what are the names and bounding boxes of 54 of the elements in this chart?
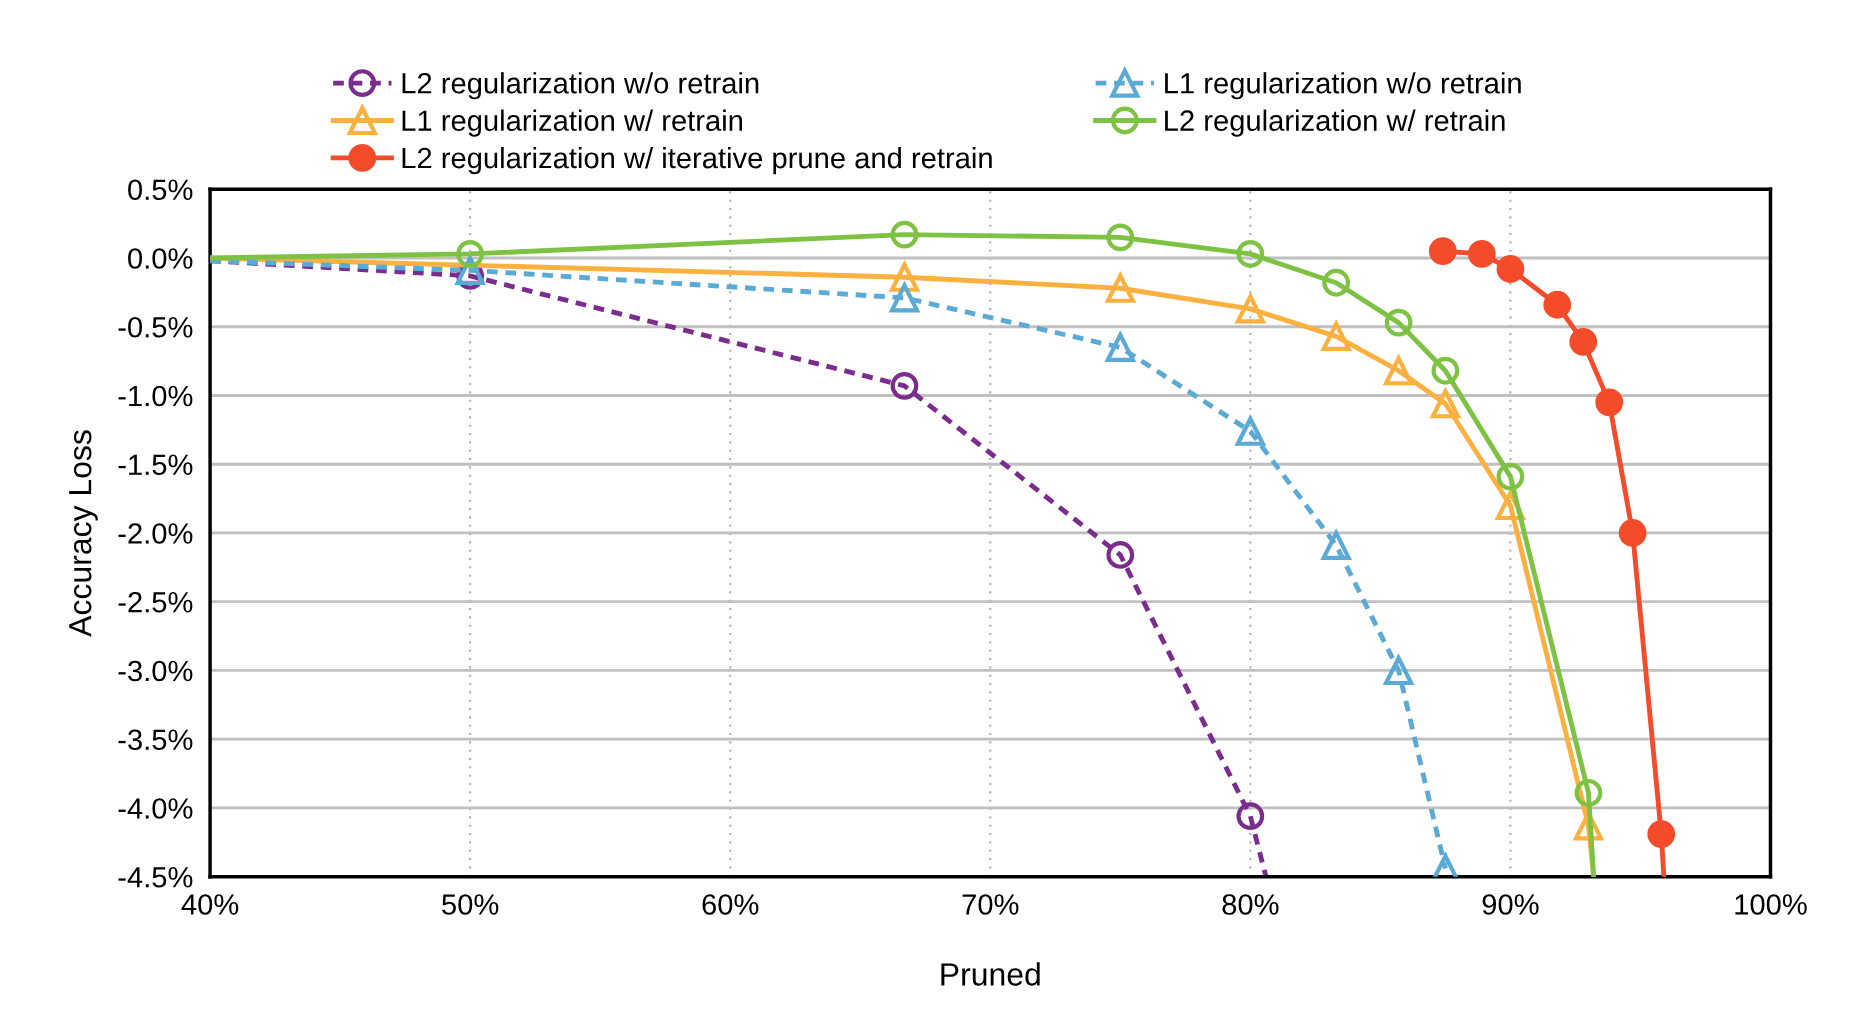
point <box>1234 414 1267 446</box>
point <box>1104 330 1136 362</box>
y-tick-label: -3.0% <box>118 660 193 682</box>
x-tick-label: 50% <box>442 894 499 915</box>
legend-label: L2 regularization w/ iterative prune and retrain <box>402 146 992 175</box>
x-tick-label: 100% <box>1735 894 1807 915</box>
legend-label: L2 regularization w/ retrain <box>1165 109 1505 137</box>
point <box>1569 327 1598 356</box>
point <box>1595 388 1624 417</box>
x-axis-title: Pruned <box>941 962 1040 986</box>
y-tick-label: -4.0% <box>118 798 193 819</box>
y-tick-label: -3.5% <box>118 729 193 751</box>
point <box>1106 541 1135 569</box>
legend-label: L1 regularization w/o retrain <box>1165 72 1521 100</box>
point <box>1104 271 1136 303</box>
y-tick-label: 0.0% <box>128 248 193 269</box>
point <box>1236 802 1265 831</box>
point <box>456 239 485 268</box>
y-tick-label: -2.0% <box>118 523 193 544</box>
point <box>1496 255 1525 283</box>
x-tick-label: 60% <box>702 894 759 915</box>
y-tick-label: -0.5% <box>118 316 193 338</box>
point <box>1384 308 1413 337</box>
y-tick-label: 0.5% <box>128 179 193 201</box>
point <box>890 220 919 249</box>
point <box>1428 237 1457 266</box>
point <box>1236 239 1265 268</box>
point <box>1320 528 1352 560</box>
point <box>1382 653 1415 686</box>
x-tick-label: 70% <box>962 894 1019 915</box>
x-tick-label: 90% <box>1482 894 1539 915</box>
point <box>889 283 920 313</box>
point <box>1543 290 1572 319</box>
x-tick-label: 80% <box>1222 894 1279 915</box>
point <box>455 255 485 285</box>
y-tick-label: -1.5% <box>118 454 193 476</box>
point <box>890 371 919 400</box>
point <box>1235 294 1265 324</box>
y-tick-label: -4.5% <box>118 867 193 888</box>
point <box>1647 820 1676 848</box>
point <box>1106 223 1135 252</box>
legend-label: L2 regularization w/o retrain <box>402 72 759 100</box>
y-tick-label: -2.5% <box>118 591 193 613</box>
point <box>1618 519 1647 547</box>
legend-label: L1 regularization w/ retrain <box>402 109 743 137</box>
point <box>1496 462 1525 491</box>
x-tick-label: 40% <box>181 894 239 915</box>
y-tick-label: -1.0% <box>118 385 193 407</box>
point <box>1431 356 1460 385</box>
point <box>1322 268 1351 297</box>
point <box>1574 778 1603 807</box>
y-axis-title: Accuracy Loss <box>69 430 98 637</box>
point <box>1467 239 1496 268</box>
point <box>1320 319 1352 351</box>
